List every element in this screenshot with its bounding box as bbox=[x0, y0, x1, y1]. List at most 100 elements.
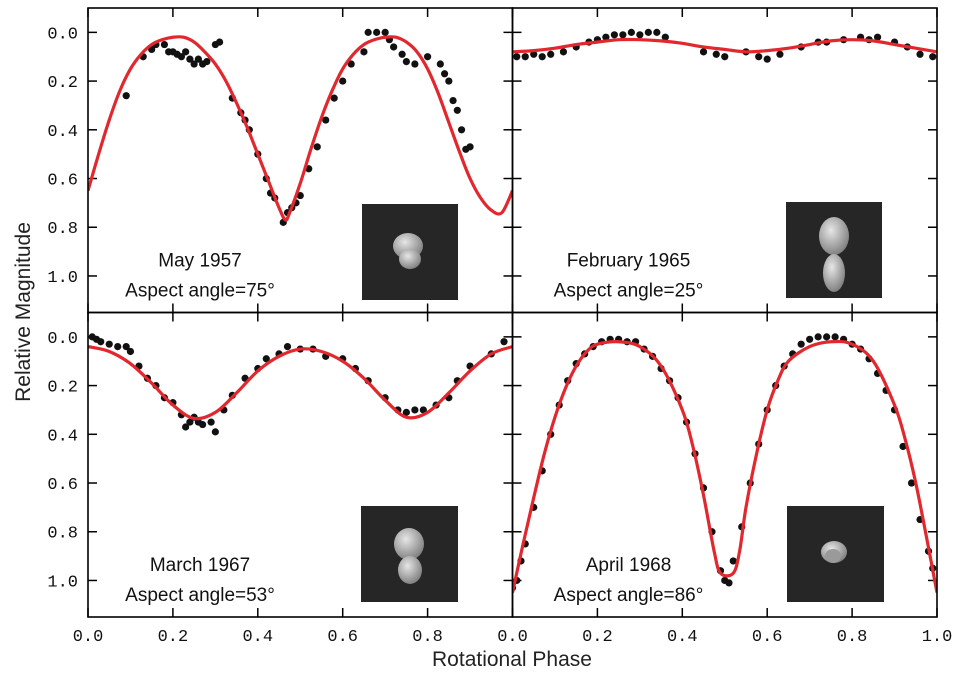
data-point bbox=[907, 479, 916, 487]
x-axis-label: Rotational Phase bbox=[432, 648, 592, 671]
data-point bbox=[445, 77, 453, 85]
x-tick-label: 0.4 bbox=[667, 628, 698, 647]
y-tick-label: 0.6 bbox=[47, 172, 78, 191]
model-curve bbox=[88, 35, 513, 222]
panel: 0.0 0.2 0.4 0.6 0.8 1.0 April 1968 Aspect angle… bbox=[497, 311, 953, 647]
data-point bbox=[262, 355, 270, 363]
panel-subtitle: Aspect angle=75° bbox=[125, 281, 275, 302]
data-point bbox=[636, 31, 644, 39]
data-point bbox=[203, 57, 211, 66]
data-point bbox=[466, 143, 474, 151]
data-point bbox=[440, 70, 449, 78]
panel-frame bbox=[511, 311, 938, 618]
x-tick-label: 0.0 bbox=[73, 628, 104, 647]
data-point bbox=[330, 94, 338, 102]
data-point bbox=[419, 406, 427, 414]
data-point bbox=[402, 57, 410, 66]
data-point bbox=[398, 50, 406, 58]
data-point bbox=[364, 28, 372, 36]
data-point bbox=[199, 420, 207, 429]
y-tick-label: 0.0 bbox=[47, 25, 78, 44]
model-curve bbox=[512, 339, 937, 593]
x-tick-label: 0.6 bbox=[327, 628, 358, 647]
data-point bbox=[296, 191, 304, 200]
data-point bbox=[831, 333, 839, 341]
data-point bbox=[729, 557, 737, 565]
data-point bbox=[916, 50, 924, 58]
data-point bbox=[449, 96, 457, 105]
y-tick-label: 0.0 bbox=[47, 330, 78, 349]
data-point bbox=[360, 48, 368, 56]
data-point bbox=[644, 28, 652, 36]
data-point bbox=[194, 55, 202, 63]
data-point bbox=[776, 50, 784, 58]
x-tick-label: 0.2 bbox=[582, 628, 613, 647]
data-point bbox=[806, 335, 814, 343]
data-point bbox=[823, 333, 831, 341]
y-tick-label: 0.8 bbox=[47, 525, 78, 544]
y-tick-label: 0.6 bbox=[47, 476, 78, 495]
panel-title: March 1967 bbox=[150, 555, 250, 576]
y-tick-label: 0.4 bbox=[47, 123, 78, 142]
inset-4 bbox=[787, 506, 884, 602]
data-point bbox=[373, 28, 381, 36]
data-point bbox=[381, 28, 389, 36]
data-point bbox=[457, 126, 466, 134]
data-point bbox=[699, 48, 708, 56]
data-point bbox=[339, 77, 347, 85]
panel: February 1965 Aspect angle=25° bbox=[511, 7, 938, 314]
data-point bbox=[182, 48, 190, 56]
x-tick-label: 0.6 bbox=[752, 628, 783, 647]
x-tick-label: 0.2 bbox=[158, 628, 189, 647]
data-point bbox=[211, 428, 219, 436]
data-point bbox=[725, 579, 733, 587]
data-point bbox=[521, 53, 529, 61]
data-point bbox=[347, 60, 355, 68]
data-point bbox=[721, 53, 729, 61]
data-point bbox=[602, 33, 610, 41]
y-tick-label: 0.2 bbox=[47, 379, 78, 398]
inset-1 bbox=[362, 204, 458, 300]
y-tick-label: 0.2 bbox=[47, 74, 78, 93]
data-point bbox=[97, 338, 105, 346]
panel-subtitle: Aspect angle=86° bbox=[554, 585, 704, 606]
data-point bbox=[122, 92, 130, 100]
data-point bbox=[402, 408, 410, 416]
model-curve bbox=[512, 37, 937, 54]
inset-3 bbox=[361, 506, 458, 602]
data-point bbox=[653, 28, 661, 36]
x-tick-label: 0.0 bbox=[497, 628, 528, 647]
panel-title: February 1965 bbox=[567, 251, 691, 272]
data-point bbox=[627, 28, 635, 36]
data-point bbox=[215, 38, 224, 46]
data-point bbox=[929, 53, 937, 61]
data-point bbox=[177, 53, 185, 61]
y-tick-label: 1.0 bbox=[47, 269, 78, 288]
data-point bbox=[182, 423, 190, 431]
data-point bbox=[160, 40, 169, 49]
y-tick-label: 0.8 bbox=[47, 220, 78, 239]
x-tick-label: 0.4 bbox=[242, 628, 273, 647]
data-point bbox=[814, 333, 822, 341]
data-point bbox=[436, 60, 444, 68]
data-point bbox=[797, 340, 805, 348]
data-point bbox=[126, 347, 135, 356]
data-point bbox=[559, 48, 568, 56]
data-point bbox=[283, 343, 292, 351]
data-point bbox=[424, 53, 432, 61]
data-point bbox=[322, 116, 330, 124]
inset-2 bbox=[786, 202, 882, 298]
x-tick-label: 1.0 bbox=[922, 628, 953, 647]
data-point bbox=[313, 143, 321, 151]
y-axis-label: Relative Magnitude bbox=[12, 222, 35, 402]
data-point bbox=[390, 43, 398, 51]
data-point bbox=[186, 418, 194, 426]
data-point bbox=[105, 340, 113, 348]
data-point bbox=[122, 343, 130, 351]
y-tick-label: 0.4 bbox=[47, 427, 78, 446]
panel-subtitle: Aspect angle=25° bbox=[554, 281, 704, 302]
data-point bbox=[610, 31, 618, 39]
data-point bbox=[500, 338, 508, 346]
panel: 0.0 0.2 0.4 0.6 0.8 0.0 0.2 0.4 0.6 0.8 1.0 March 1… bbox=[47, 311, 514, 647]
data-point bbox=[763, 55, 771, 63]
